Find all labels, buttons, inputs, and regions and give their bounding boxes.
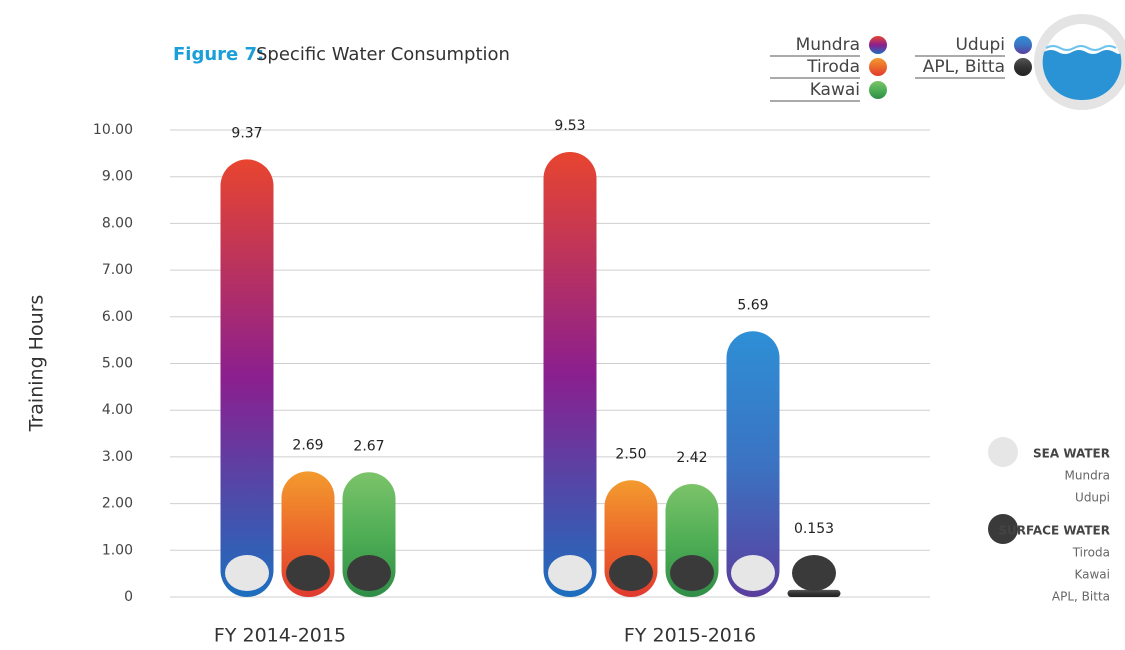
- legend-swatch: [869, 58, 887, 76]
- x-tick-label: FY 2014-2015: [214, 625, 346, 647]
- y-tick-label: 6.00: [102, 309, 133, 325]
- legend-swatch: [1014, 36, 1032, 54]
- y-tick-label: 10.00: [93, 122, 133, 138]
- source-marker: [225, 555, 269, 591]
- value-label: 2.67: [353, 438, 384, 454]
- y-tick-label: 0: [124, 589, 133, 605]
- y-tick-label: 3.00: [102, 449, 133, 465]
- bar: [220, 159, 274, 597]
- source-marker: [670, 555, 714, 591]
- x-tick-label: FY 2015-2016: [624, 625, 756, 647]
- legend-swatch: [869, 36, 887, 54]
- source-swatch: [988, 514, 1018, 544]
- value-label: 2.42: [676, 450, 707, 466]
- figure-label: Figure 7:: [173, 44, 264, 65]
- source-heading: SEA WATER: [1033, 447, 1110, 461]
- y-tick-label: 1.00: [102, 542, 133, 558]
- legend-label: Tiroda: [806, 57, 860, 77]
- bar: [787, 589, 841, 597]
- source-marker: [792, 555, 836, 591]
- bar: [726, 331, 780, 597]
- y-tick-label: 8.00: [102, 215, 133, 231]
- value-label: 9.37: [231, 125, 262, 141]
- y-axis-label: Training Hours: [26, 295, 48, 433]
- source-plant: Kawai: [1074, 568, 1110, 582]
- value-label: 9.53: [554, 118, 585, 134]
- y-tick-label: 4.00: [102, 402, 133, 418]
- legend-swatch: [1014, 58, 1032, 76]
- value-label: 2.50: [615, 446, 646, 462]
- y-tick-label: 7.00: [102, 262, 133, 278]
- source-plant: Udupi: [1075, 491, 1110, 505]
- source-marker: [347, 555, 391, 591]
- source-marker: [548, 555, 592, 591]
- y-tick-label: 9.00: [102, 169, 133, 185]
- bar: [543, 151, 597, 597]
- legend-label: Kawai: [810, 80, 860, 100]
- legend-label: APL, Bitta: [923, 57, 1005, 77]
- source-heading: SURFACE WATER: [998, 524, 1110, 538]
- legend-swatch: [869, 81, 887, 99]
- source-marker: [609, 555, 653, 591]
- legend-label: Mundra: [796, 35, 860, 55]
- legend-label: Udupi: [955, 35, 1005, 55]
- source-plant: APL, Bitta: [1052, 590, 1110, 604]
- value-label: 0.153: [794, 521, 834, 537]
- source-plant: Mundra: [1065, 469, 1110, 483]
- water-icon: [1034, 14, 1125, 110]
- source-swatch: [988, 437, 1018, 467]
- y-tick-label: 5.00: [102, 356, 133, 372]
- chart-title: Specific Water Consumption: [256, 44, 510, 65]
- y-tick-label: 2.00: [102, 496, 133, 512]
- source-marker: [731, 555, 775, 591]
- source-plant: Tiroda: [1072, 546, 1110, 560]
- value-label: 2.69: [292, 437, 323, 453]
- source-marker: [286, 555, 330, 591]
- value-label: 5.69: [737, 297, 768, 313]
